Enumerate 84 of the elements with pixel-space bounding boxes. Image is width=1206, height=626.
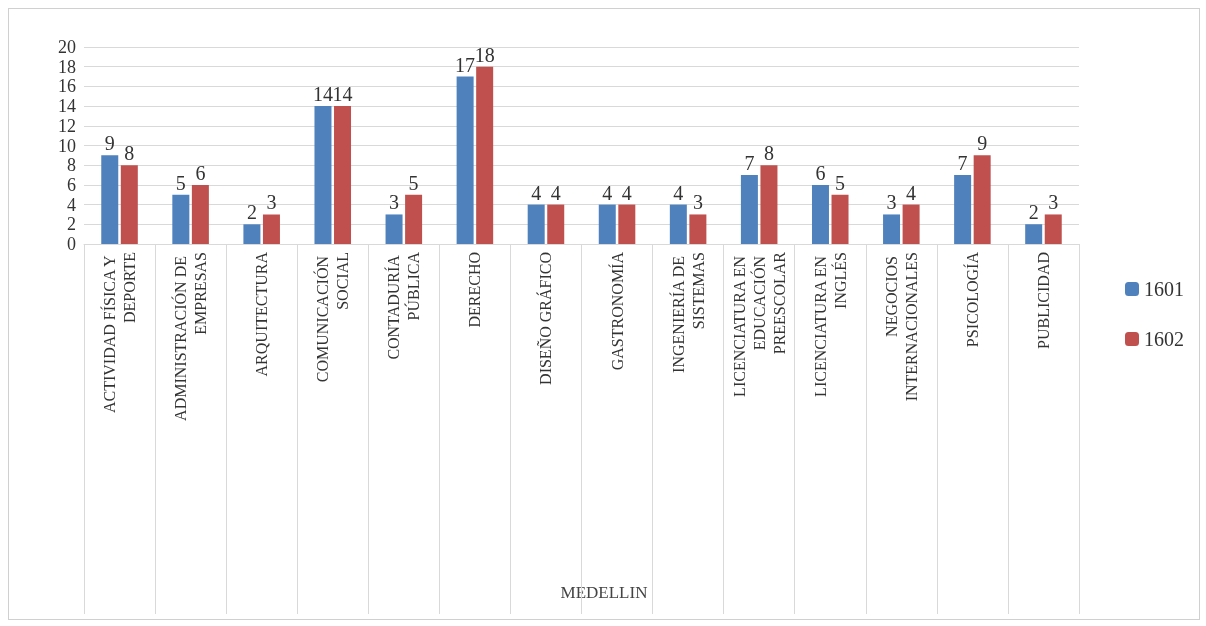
y-tick-label: 10 bbox=[58, 135, 76, 156]
bar bbox=[618, 204, 636, 244]
y-tick-label: 4 bbox=[67, 194, 76, 215]
legend-label: 1602 bbox=[1144, 328, 1184, 350]
bar bbox=[598, 204, 616, 244]
bar bbox=[954, 175, 972, 244]
data-label: 4 bbox=[550, 181, 561, 204]
y-tick-label: 16 bbox=[58, 76, 76, 97]
x-tick-label: DERECHO bbox=[466, 252, 484, 328]
data-label: 9 bbox=[977, 132, 988, 155]
bar bbox=[243, 224, 261, 244]
bar bbox=[405, 194, 423, 244]
data-label: 8 bbox=[763, 142, 774, 165]
data-label: 3 bbox=[266, 191, 277, 214]
bar bbox=[831, 194, 849, 244]
x-tick-label: PUBLICIDAD bbox=[1034, 252, 1052, 349]
bar bbox=[172, 194, 190, 244]
x-tick-label: GASTRONOMÍA bbox=[607, 251, 626, 371]
x-tick-label: ADMINISTRACIÓN DE EMPRESAS bbox=[171, 252, 210, 421]
x-tick-label: NEGOCIOS INTERNACIONALES bbox=[882, 252, 920, 402]
data-label: 7 bbox=[957, 152, 968, 175]
bar bbox=[476, 66, 494, 244]
data-label: 18 bbox=[474, 43, 495, 66]
x-tick-label: DISEÑO GRÁFICO bbox=[536, 252, 555, 385]
data-label: 3 bbox=[389, 191, 400, 214]
y-tick-label: 18 bbox=[58, 56, 76, 77]
text: MEDELLIN bbox=[560, 583, 648, 602]
y-tick-label: 14 bbox=[58, 96, 76, 117]
bar bbox=[669, 204, 687, 244]
bar bbox=[191, 184, 209, 244]
x-tick-label: LICENCIATURA EN INGLÉS bbox=[811, 252, 849, 397]
data-label: 6 bbox=[195, 161, 206, 184]
x-tick-label: PSICOLOGÍA bbox=[962, 251, 981, 348]
bar bbox=[811, 184, 829, 244]
bar bbox=[740, 175, 758, 244]
x-tick-label: ACTIVIDAD FÍSICA Y DEPORTE bbox=[100, 252, 139, 414]
bar bbox=[262, 214, 280, 244]
data-label: 2 bbox=[1028, 201, 1039, 224]
y-tick-label: 6 bbox=[67, 174, 76, 195]
data-label: 7 bbox=[744, 152, 755, 175]
legend-label: 1601 bbox=[1144, 278, 1184, 300]
x-tick-label: LICENCIATURA EN EDUCACIÓN PREESCOLAR bbox=[730, 251, 788, 397]
y-tick-label: 20 bbox=[58, 37, 76, 57]
data-label: 5 bbox=[175, 171, 186, 194]
data-label: 9 bbox=[104, 132, 115, 155]
data-label: 3 bbox=[1048, 191, 1059, 214]
bar bbox=[547, 204, 565, 244]
data-label: 3 bbox=[886, 191, 897, 214]
y-tick-label: 0 bbox=[67, 234, 76, 254]
data-label: 14 bbox=[312, 83, 333, 106]
data-label: 3 bbox=[692, 191, 703, 214]
bar bbox=[1044, 214, 1062, 244]
data-label: 4 bbox=[531, 181, 542, 204]
bar bbox=[902, 204, 920, 244]
y-tick-label: 2 bbox=[67, 214, 76, 235]
bar bbox=[1025, 224, 1043, 244]
data-label: 8 bbox=[124, 142, 135, 165]
bar bbox=[456, 76, 474, 244]
bar bbox=[689, 214, 707, 244]
bar bbox=[527, 204, 545, 244]
y-tick-label: 8 bbox=[67, 155, 76, 176]
data-label: 17 bbox=[455, 53, 476, 76]
bar bbox=[101, 155, 119, 244]
bar bbox=[120, 165, 138, 244]
bar bbox=[973, 155, 991, 244]
data-label: 4 bbox=[621, 181, 632, 204]
bar bbox=[334, 106, 352, 244]
data-label: 14 bbox=[332, 83, 353, 106]
y-tick-label: 12 bbox=[58, 115, 76, 136]
data-label: 5 bbox=[835, 171, 846, 194]
data-label: 5 bbox=[408, 171, 419, 194]
x-tick-label: COMUNICACIÓN SOCIAL bbox=[313, 252, 352, 383]
data-label: 6 bbox=[815, 161, 826, 184]
x-tick-label: CONTADURÍA PÚBLICA bbox=[384, 251, 423, 360]
data-label: 4 bbox=[906, 181, 917, 204]
data-label: 4 bbox=[602, 181, 613, 204]
x-tick-label: INGENIERÍA DE SISTEMAS bbox=[668, 252, 707, 373]
x-tick-label: ARQUITECTURA bbox=[253, 251, 271, 377]
bar bbox=[760, 165, 778, 244]
bar bbox=[314, 106, 332, 244]
bar bbox=[883, 214, 901, 244]
bar bbox=[385, 214, 403, 244]
data-label: 2 bbox=[246, 201, 257, 224]
data-label: 4 bbox=[673, 181, 684, 204]
